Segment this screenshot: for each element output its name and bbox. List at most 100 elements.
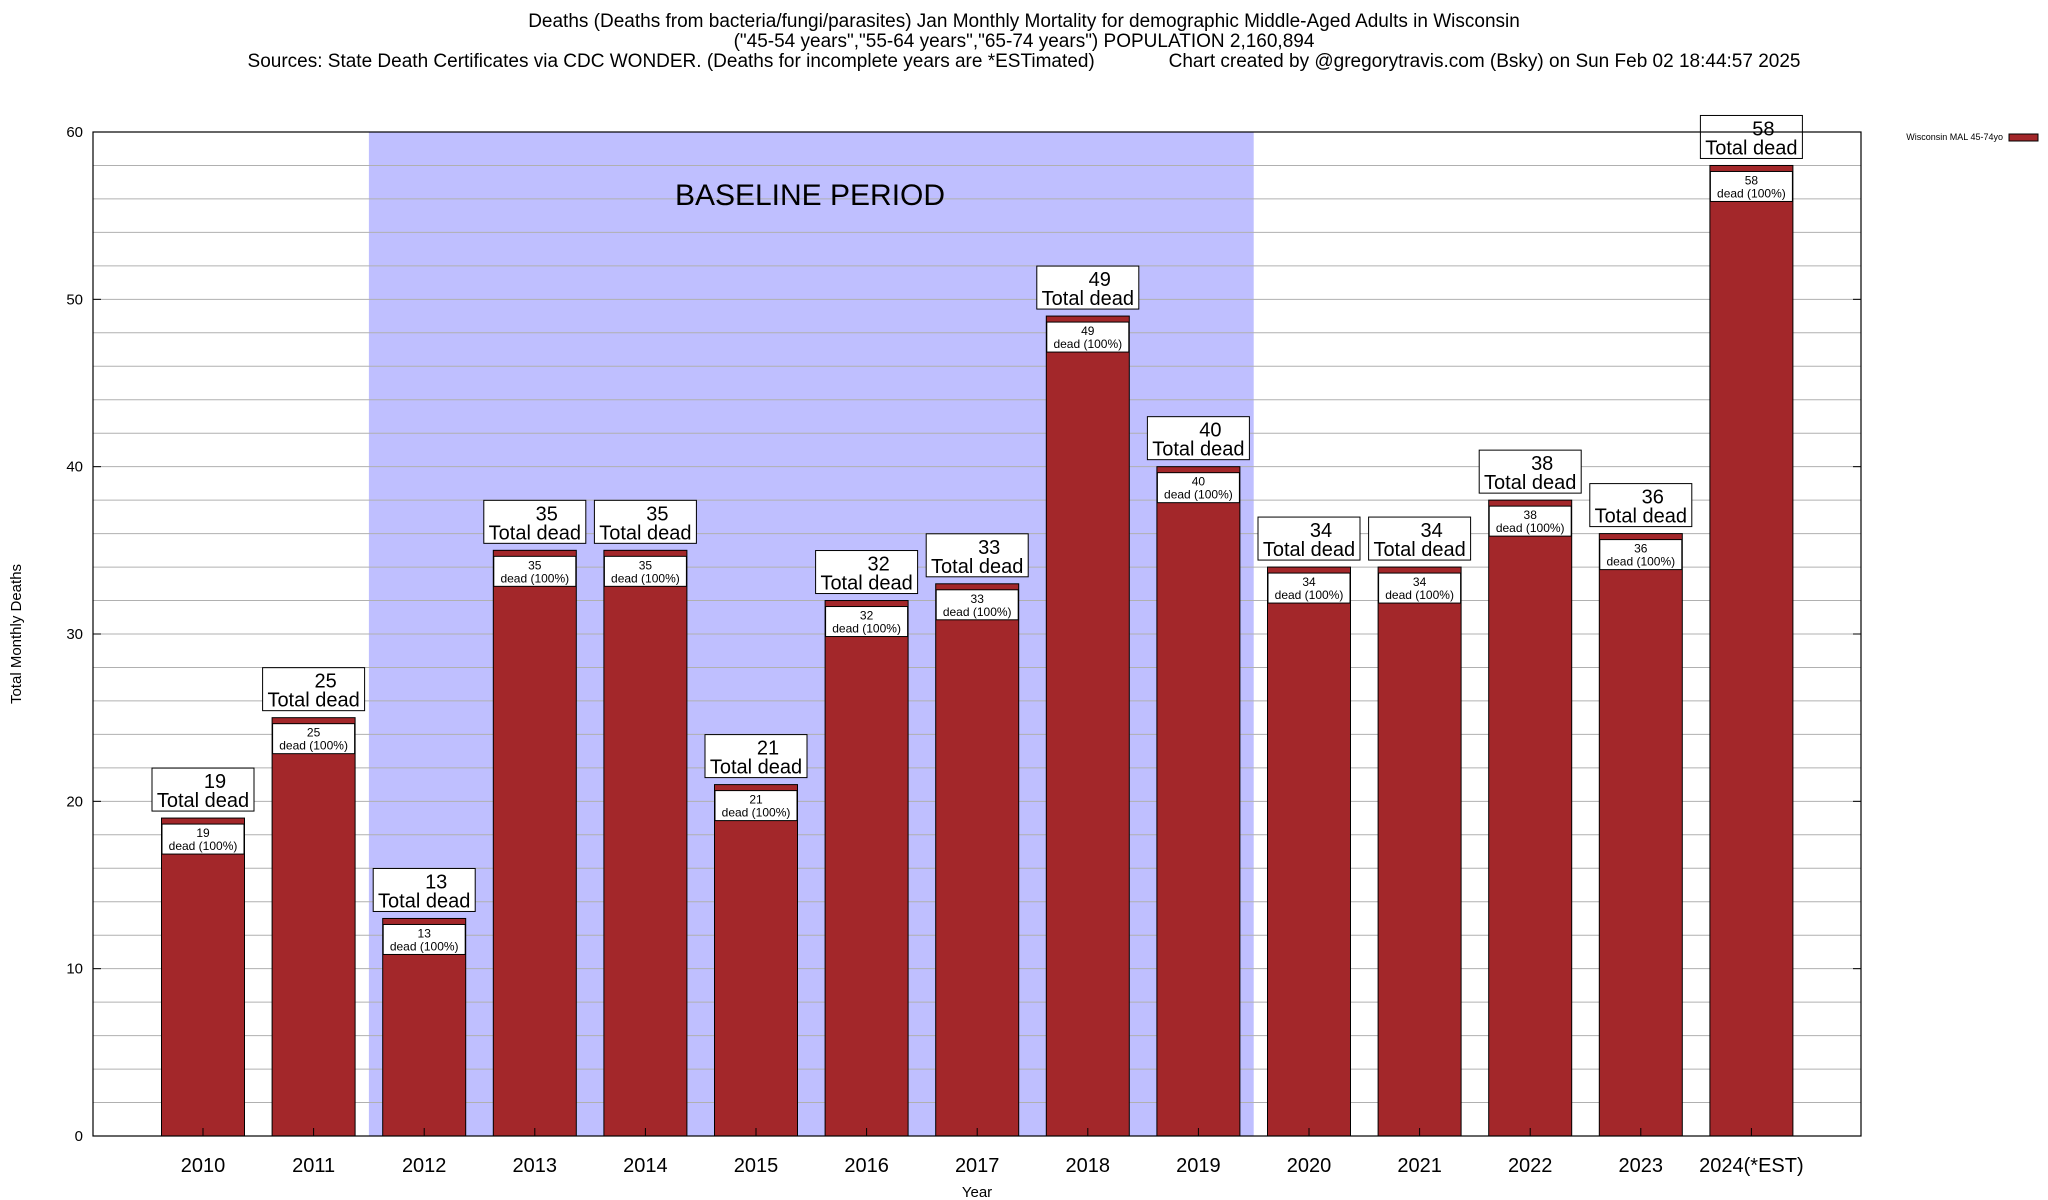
inner-label-text: dead (100%) <box>1717 186 1786 200</box>
top-label-value: 34 <box>1420 520 1442 542</box>
top-label-box <box>1699 114 1803 159</box>
top-label-text: Total dead <box>1152 439 1244 461</box>
inner-label-value: 38 <box>1524 508 1538 522</box>
inner-label-value: 49 <box>1081 324 1095 338</box>
top-label-box <box>1036 265 1140 310</box>
inner-label-value: 34 <box>1302 575 1316 589</box>
bar <box>1156 466 1241 1137</box>
top-label-text: Total dead <box>931 556 1023 578</box>
y-axis-label: Total Monthly Deaths <box>8 564 25 704</box>
top-label-text: Total dead <box>267 690 359 712</box>
x-tick-label: 2020 <box>1287 1155 1332 1177</box>
top-label-value: 58 <box>1752 118 1774 140</box>
top-label-value: 32 <box>867 554 889 576</box>
inner-label-value: 25 <box>307 726 321 740</box>
top-label-value: 38 <box>1531 453 1553 475</box>
inner-label-value: 34 <box>1413 575 1427 589</box>
bar <box>1045 315 1130 1137</box>
inner-label-box <box>1046 321 1130 353</box>
y-tick-label: 30 <box>66 626 83 643</box>
top-label-value: 34 <box>1310 520 1332 542</box>
top-label-text: Total dead <box>599 522 691 544</box>
inner-label-box <box>1599 539 1683 571</box>
top-label-text: Total dead <box>1373 539 1465 561</box>
bar <box>161 817 245 1137</box>
inner-label-text: dead (100%) <box>279 739 348 753</box>
inner-label-box <box>825 606 909 638</box>
inner-label-text: dead (100%) <box>1385 588 1454 602</box>
top-label-box <box>1368 516 1472 561</box>
inner-label-box <box>1378 572 1462 604</box>
inner-label-text: dead (100%) <box>500 571 569 585</box>
bar <box>935 583 1020 1137</box>
top-label-text: Total dead <box>1705 137 1797 159</box>
y-tick-label: 20 <box>66 793 83 810</box>
top-label-text: Total dead <box>710 757 802 779</box>
top-label-box <box>262 667 366 712</box>
y-tick-label: 10 <box>66 961 83 978</box>
top-label-value: 40 <box>1199 420 1221 442</box>
top-label-box <box>925 533 1029 578</box>
x-tick-label: 2013 <box>513 1155 558 1177</box>
top-label-box <box>1478 449 1582 494</box>
inner-label-text: dead (100%) <box>1053 337 1122 351</box>
inner-label-value: 21 <box>749 793 763 807</box>
inner-label-text: dead (100%) <box>611 571 680 585</box>
inner-label-text: dead (100%) <box>390 939 459 953</box>
top-label-value: 25 <box>314 671 336 693</box>
x-tick-label: 2016 <box>844 1155 889 1177</box>
chart-title: Deaths (Deaths from bacteria/fungi/paras… <box>0 12 2048 72</box>
inner-label-box <box>382 923 466 955</box>
inner-label-text: dead (100%) <box>169 839 238 853</box>
inner-label-box <box>935 589 1019 621</box>
bar <box>603 549 688 1137</box>
x-tick-label: 2011 <box>292 1155 335 1177</box>
inner-label-value: 36 <box>1634 542 1648 556</box>
bar <box>824 600 909 1137</box>
top-label-text: Total dead <box>157 790 249 812</box>
top-label-text: Total dead <box>1484 472 1576 494</box>
bar <box>1267 566 1351 1137</box>
x-tick-label: 2019 <box>1176 1155 1221 1177</box>
top-label-text: Total dead <box>820 573 912 595</box>
inner-label-text: dead (100%) <box>943 605 1012 619</box>
top-label-value: 13 <box>425 871 447 893</box>
inner-label-box <box>161 823 245 855</box>
x-tick-label: 2021 <box>1397 1155 1442 1177</box>
inner-label-value: 19 <box>196 826 210 840</box>
y-tick-label: 0 <box>75 1128 83 1145</box>
top-label-value: 36 <box>1642 487 1664 509</box>
top-label-box <box>593 499 697 544</box>
inner-label-text: dead (100%) <box>1275 588 1344 602</box>
top-label-value: 19 <box>204 771 226 793</box>
x-tick-label: 2010 <box>181 1155 226 1177</box>
x-tick-label: 2024(*EST) <box>1699 1155 1804 1177</box>
baseline-period-label: BASELINE PERIOD <box>675 179 945 212</box>
y-axis-ticks: 0 10 20 30 40 50 60 <box>66 124 1861 1145</box>
top-label-text: Total dead <box>1263 539 1355 561</box>
inner-label-box <box>603 555 687 587</box>
x-tick-label: 2017 <box>955 1155 1000 1177</box>
top-label-box <box>815 550 919 595</box>
y-tick-label: 40 <box>66 459 83 476</box>
x-tick-label: 2022 <box>1508 1155 1553 1177</box>
top-label-box <box>372 867 476 912</box>
inner-label-box <box>493 555 577 587</box>
inner-label-value: 35 <box>528 558 542 572</box>
inner-label-text: dead (100%) <box>1606 555 1675 569</box>
y-tick-label: 60 <box>66 124 83 141</box>
top-label-text: Total dead <box>378 890 470 912</box>
chart-title-line-3: Sources: State Death Certificates via CD… <box>247 51 1801 72</box>
top-label-value: 33 <box>978 537 1000 559</box>
x-tick-label: 2018 <box>1066 1155 1111 1177</box>
inner-label-value: 32 <box>860 609 874 623</box>
inner-label-value: 33 <box>971 592 985 606</box>
